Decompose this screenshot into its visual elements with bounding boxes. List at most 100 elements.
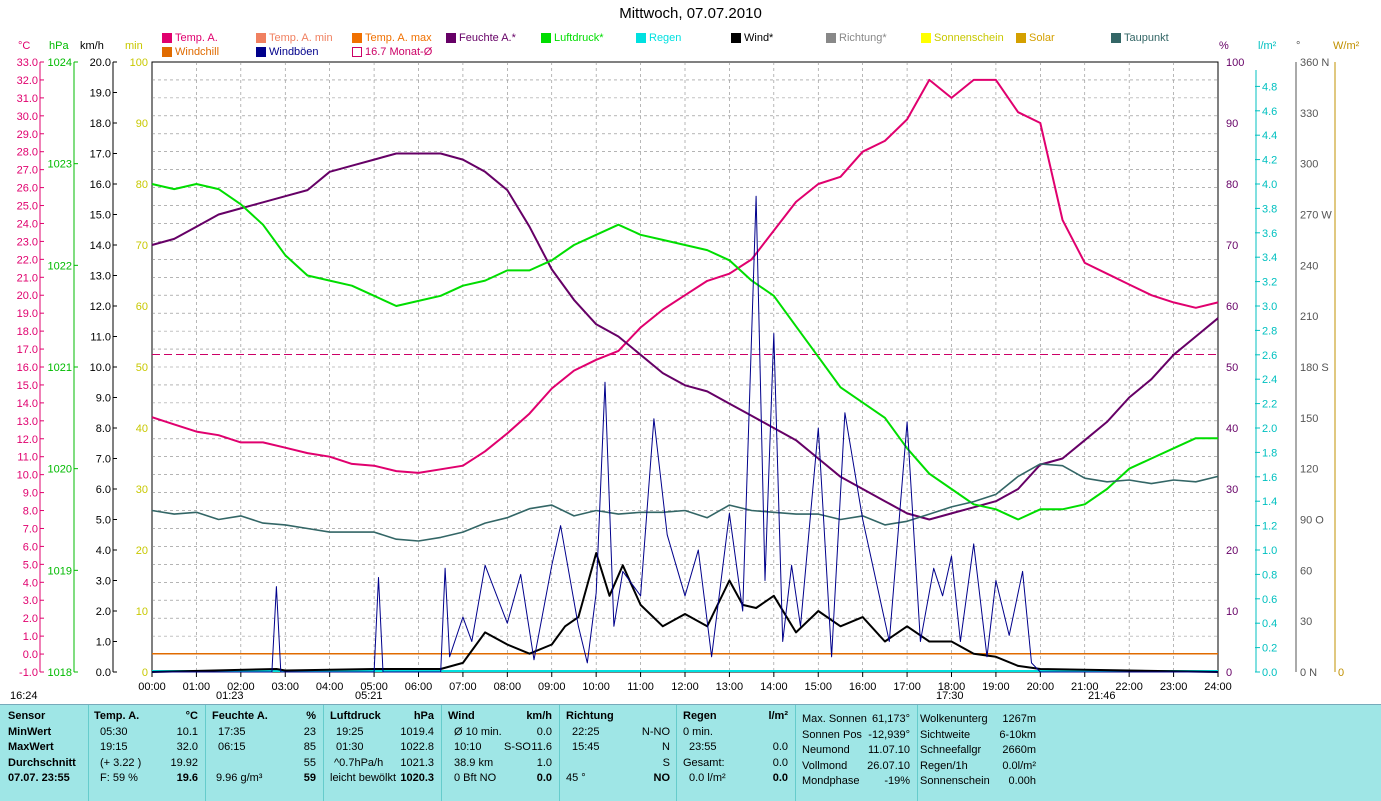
press-min-value: 1019.4 xyxy=(400,725,434,738)
wind-beaufort: 0 Bft NO xyxy=(454,772,497,784)
kmh-tick: 10.0 xyxy=(90,362,111,374)
panel-rain: Regen l/m² 0 min. 23:55 0.0 Gesamt: 0.0 0.0… xyxy=(683,709,788,787)
legend-label: Luftdruck* xyxy=(554,31,604,44)
temp-tick: 20.0 xyxy=(17,290,38,302)
misc-visibility-label: Sichtweite xyxy=(920,728,971,741)
press-forecast: leicht bewölkt xyxy=(330,772,397,784)
temp-max-value: 32.0 xyxy=(176,741,198,753)
temp-tick: 23.0 xyxy=(17,236,38,248)
temp-tick: 4.0 xyxy=(23,577,38,589)
hum-max-time: 06:15 xyxy=(218,741,246,753)
min-tick: 30 xyxy=(136,484,148,496)
time-mark-4: 21:46 xyxy=(1088,690,1116,702)
min-tick: 0 xyxy=(142,667,148,679)
legend-item-1: Windchill xyxy=(162,45,219,58)
pct-tick: 20 xyxy=(1226,545,1238,557)
hpa-tick: 1019 xyxy=(48,565,72,577)
weather-chart: 33.0 32.0 31.0 30.0 29.0 28.0 27.0 26.0 25.0 24.0… xyxy=(17,57,1345,693)
rain-tick: 1.8 xyxy=(1262,447,1277,459)
wind-max-value: 11.6 xyxy=(531,741,552,753)
temp-tick: 3.0 xyxy=(23,595,38,607)
dir-tick: 360 N xyxy=(1300,57,1329,69)
min-tick: 90 xyxy=(136,118,148,130)
rain-tick: 4.2 xyxy=(1262,155,1277,167)
legend-item-8: Regen xyxy=(636,31,681,44)
panel-pressure: Luftdruck hPa 19:25 1019.4 01:30 1022.8 ^0.… xyxy=(330,709,434,787)
legend-item-10: Richtung* xyxy=(826,31,887,44)
panel-astro: Max. Sonnen 61,173° Sonnen Pos -12,939° Ne… xyxy=(802,712,910,790)
legend-item-5: 16.7 Monat-Ø xyxy=(352,45,432,58)
temp-tick: 27.0 xyxy=(17,165,38,177)
temp-tick: 28.0 xyxy=(17,147,38,159)
kmh-tick: 6.0 xyxy=(96,484,111,496)
temp-max-time: 19:15 xyxy=(100,741,128,753)
temp-tick: 21.0 xyxy=(17,272,38,284)
min-tick: 100 xyxy=(130,57,148,69)
temp-tick: 15.0 xyxy=(17,380,38,392)
legend-item-6: Feuchte A.* xyxy=(446,31,516,44)
hum-max-value: 85 xyxy=(303,741,316,753)
legend-item-2: Temp. A. min xyxy=(256,31,333,44)
temp-tick: 0.0 xyxy=(23,649,38,661)
rain-tick: 0.4 xyxy=(1262,618,1277,630)
temp-tick: 26.0 xyxy=(17,183,38,195)
temp-tick: 2.0 xyxy=(23,613,38,625)
kmh-tick: 5.0 xyxy=(96,515,111,527)
legend-label: Regen xyxy=(649,31,682,44)
pct-tick: 10 xyxy=(1226,606,1238,618)
unit-temp: °C xyxy=(18,40,31,52)
series-wind xyxy=(151,552,1219,673)
unit-deg: ° xyxy=(1296,40,1301,52)
temp-unit: °C xyxy=(185,710,198,722)
sensor-current: 07.07. 23:55 xyxy=(8,772,70,784)
legend-swatch xyxy=(352,46,362,57)
temp-tick: 16.0 xyxy=(17,362,38,374)
legend-swatch xyxy=(256,32,266,43)
rain-amount: 0.0 l/m² xyxy=(689,772,726,784)
dir-avg-value: S xyxy=(662,756,670,769)
temp-tick: 30.0 xyxy=(17,111,38,123)
temp-tick: 9.0 xyxy=(23,488,38,500)
legend-swatch xyxy=(256,46,266,57)
legend-label: Sonnenschein xyxy=(934,31,1004,44)
pct-tick: 30 xyxy=(1226,484,1238,496)
temp-tick: 22.0 xyxy=(17,254,38,266)
astro-fullmoon-value: 26.07.10 xyxy=(867,759,910,772)
dir-tick: 150 xyxy=(1300,413,1318,425)
dir-max-time: 15:45 xyxy=(572,741,600,753)
dir-tick: 180 S xyxy=(1300,362,1329,374)
misc-visibility-value: 6-10km xyxy=(999,728,1036,741)
temp-tick: 5.0 xyxy=(23,559,38,571)
rain-tick: 2.2 xyxy=(1262,399,1277,411)
kmh-tick: 2.0 xyxy=(96,606,111,618)
temp-tick: 24.0 xyxy=(17,218,38,230)
rain-total-label: Gesamt: xyxy=(683,756,725,769)
chart-title: Mittwoch, 07.07.2010 xyxy=(619,5,762,22)
rain-tick: 1.6 xyxy=(1262,472,1277,484)
min-tick: 10 xyxy=(136,606,148,618)
dir-tick: 270 W xyxy=(1300,210,1332,222)
series-taupunkt xyxy=(151,463,1219,542)
wind-avg-label: Ø 10 min. xyxy=(454,725,502,738)
legend-label: 16.7 Monat-Ø xyxy=(365,45,433,58)
time-mark-2: 05:21 xyxy=(355,690,383,702)
time-mark-1: 01:23 xyxy=(216,690,244,702)
press-trend: ^0.7hPa/h xyxy=(334,756,384,769)
kmh-tick: 4.0 xyxy=(96,545,111,557)
rain-tick: 3.8 xyxy=(1262,203,1277,215)
pct-tick: 40 xyxy=(1226,423,1238,435)
legend-label: Taupunkt xyxy=(1124,31,1169,44)
dir-tick: 90 O xyxy=(1300,515,1324,527)
misc-rain1h-label: Regen/1h xyxy=(920,759,968,772)
press-current-value: 1020.3 xyxy=(400,772,434,784)
panel-direction: Richtung 22:25 N-NO 15:45 N S 45 ° NO xyxy=(566,709,670,787)
rain-tick: 1.4 xyxy=(1262,496,1277,508)
sensor-max: MaxWert xyxy=(8,741,54,753)
series-luftdruck xyxy=(151,183,1218,521)
wind-max-direction: S-SO xyxy=(504,741,531,753)
kmh-tick: 8.0 xyxy=(96,423,111,435)
legend-label: Temp. A. min xyxy=(269,31,333,44)
misc-rain1h-value: 0.0l/m² xyxy=(1002,759,1036,772)
legend-item-12: Solar xyxy=(1016,31,1055,44)
legend-label: Temp. A. xyxy=(175,31,218,44)
